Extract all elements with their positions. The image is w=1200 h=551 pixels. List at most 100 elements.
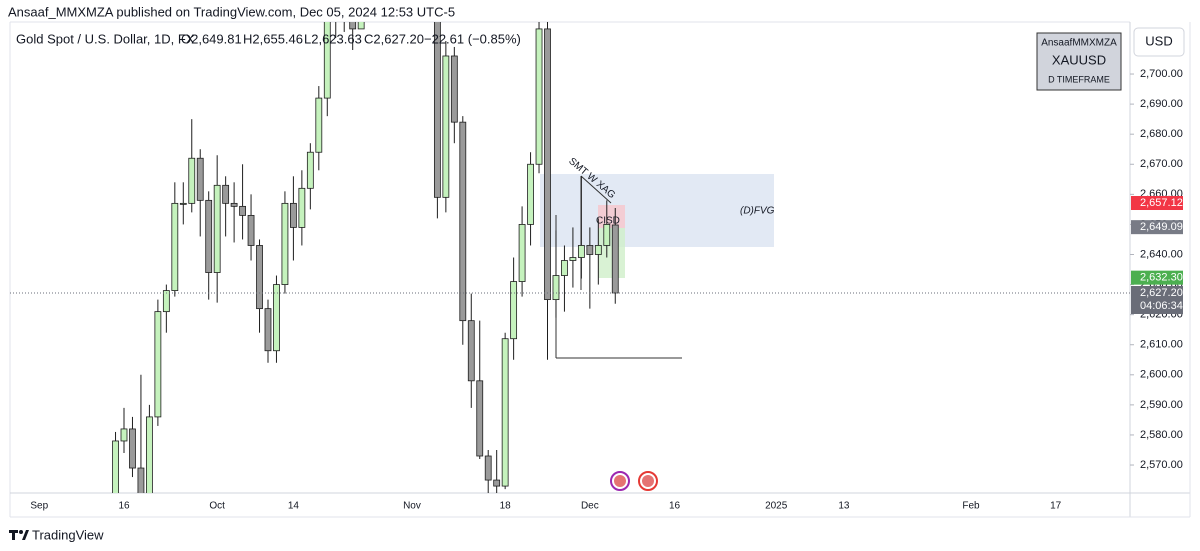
candle-body: [256, 245, 263, 310]
x-tick-label: 16: [118, 501, 130, 512]
candle-body: [450, 55, 458, 123]
watermark-timeframe: D TIMEFRAME: [1048, 74, 1110, 84]
x-tick-label: Feb: [962, 501, 980, 512]
symbol-name: Gold Spot / U.S. Dollar, 1D, FX: [16, 31, 195, 46]
price-label: 2,649.09: [1140, 221, 1183, 233]
candle-body: [442, 55, 450, 198]
candle-body: [247, 214, 255, 246]
candle-body: [264, 308, 272, 352]
candle-body: [179, 202, 187, 205]
footer-brand: TradingView: [32, 527, 104, 542]
candle-body: [120, 428, 128, 442]
candle-body: [493, 479, 501, 487]
price-label-bg: [1131, 196, 1183, 211]
candle-body: [349, 22, 357, 30]
candle-body: [357, 22, 365, 30]
candle-body: [527, 163, 534, 225]
candle-body: [315, 97, 323, 153]
x-tick-label: 14: [288, 501, 300, 512]
x-tick-label: Dec: [581, 501, 599, 512]
candle-body: [577, 245, 585, 258]
candle-body: [594, 245, 602, 255]
candle-body: [518, 224, 526, 282]
y-tick-label: 2,700.00: [1140, 68, 1183, 80]
candle-body: [213, 184, 221, 273]
y-tick-label: 2,680.00: [1140, 128, 1183, 140]
y-tick-label: 2,610.00: [1140, 339, 1183, 351]
y-tick-label: 2,690.00: [1140, 98, 1183, 110]
ohlc-change: −22.61 (−0.85%): [424, 31, 521, 46]
publisher: Ansaaf_MMXMZA published on TradingView.c…: [8, 4, 455, 19]
candle-body: [535, 28, 543, 165]
candle-body: [162, 290, 170, 313]
candle-body: [467, 320, 475, 382]
y-tick-label: 2,670.00: [1140, 158, 1183, 170]
candle-body: [273, 284, 280, 352]
x-tick-label: 16: [669, 501, 681, 512]
ohlc-low: L2,623.63: [304, 31, 362, 46]
candle-body: [586, 245, 594, 255]
event-flag: [642, 475, 654, 487]
candle-body: [188, 157, 196, 204]
candle-body: [433, 22, 441, 198]
candle-body: [323, 22, 331, 99]
x-tick-label: 18: [500, 501, 512, 512]
candle-body: [171, 202, 179, 291]
y-tick-label: 2,600.00: [1140, 369, 1183, 381]
y-tick-label: 2,590.00: [1140, 399, 1183, 411]
x-tick-label: Nov: [403, 501, 421, 512]
ohlc-high: H2,655.46: [243, 31, 303, 46]
price-label: 2,657.12: [1140, 197, 1183, 209]
watermark-box: [1036, 32, 1122, 91]
x-tick-label: Oct: [209, 501, 225, 512]
logo-mark: [22, 530, 29, 540]
smt-line: [580, 175, 612, 204]
cisd-label: CISD: [596, 216, 620, 227]
x-tick-label: 13: [838, 501, 850, 512]
candle-body: [129, 428, 136, 469]
candle-body: [239, 205, 246, 216]
candle-body: [196, 157, 204, 201]
candle-body: [205, 199, 213, 273]
y-tick-label: 2,570.00: [1140, 459, 1183, 471]
logo-mark: [19, 530, 23, 534]
candle-body: [561, 260, 568, 276]
price-label-bg: [1131, 220, 1183, 235]
fvg-zone: [540, 174, 774, 247]
candle-body: [154, 311, 162, 418]
countdown: 04:06:34: [1140, 300, 1183, 312]
candle-body: [459, 121, 467, 322]
price-label-bg: [1131, 285, 1183, 314]
reward-zone: [598, 228, 625, 278]
tradingview-logo: TradingView: [9, 527, 104, 542]
y-tick-label: 2,640.00: [1140, 248, 1183, 260]
candle-body: [289, 202, 297, 228]
logo-mark: [12, 530, 15, 540]
candle-body: [569, 257, 577, 261]
ohlc-open: O2,649.81: [181, 31, 242, 46]
price-label: 2,632.30: [1140, 272, 1183, 284]
x-tick-label: 17: [1050, 501, 1062, 512]
candle-body: [281, 202, 289, 285]
candle-body: [501, 338, 509, 487]
ohlc-close: C2,627.20: [364, 31, 424, 46]
candle-body: [222, 184, 230, 204]
candle-body: [484, 455, 492, 481]
y-tick-label: 2,580.00: [1140, 429, 1183, 441]
candle-body: [298, 187, 306, 228]
candle-body: [230, 202, 238, 207]
x-tick-label: 2025: [765, 501, 788, 512]
candle-body: [112, 440, 119, 493]
plot-area: (D)FVG SMT W XAG CISD: [10, 22, 1130, 493]
risk-zone: [598, 205, 625, 228]
event-flag: [614, 475, 626, 487]
candle-body: [306, 151, 314, 189]
currency-button[interactable]: [1133, 27, 1185, 57]
price-label-bg: [1131, 270, 1183, 285]
candle-body: [146, 416, 153, 493]
candle-body: [544, 28, 551, 301]
fvg-label: (D)FVG: [740, 206, 775, 217]
candle-body: [611, 224, 619, 294]
watermark-author: AnsaafMMXMZA: [1041, 38, 1117, 49]
